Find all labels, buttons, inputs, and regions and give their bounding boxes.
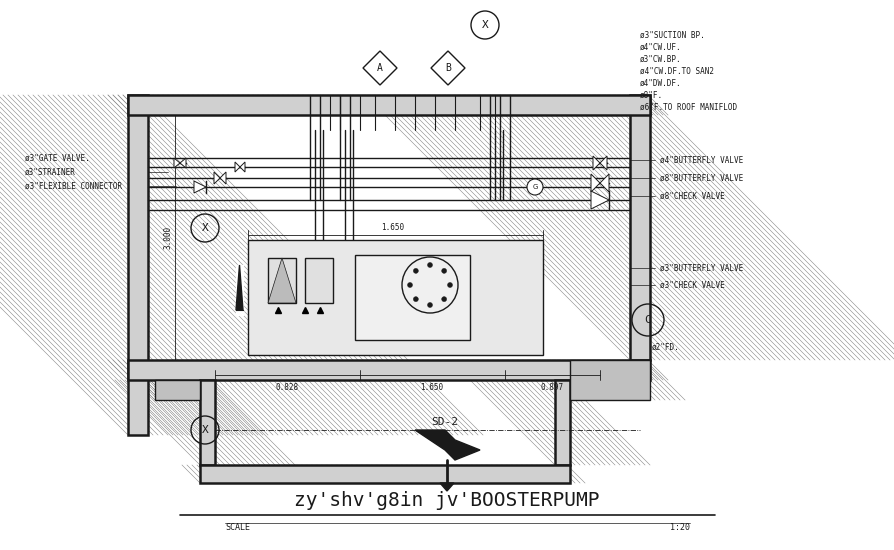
Text: 0.828: 0.828 — [275, 382, 299, 392]
Circle shape — [413, 296, 418, 301]
Polygon shape — [236, 265, 243, 315]
Text: ø8"BUTTERFLY VALVE: ø8"BUTTERFLY VALVE — [660, 173, 743, 183]
Circle shape — [442, 268, 447, 273]
Text: SD-2: SD-2 — [432, 417, 459, 427]
Bar — [148, 115, 630, 360]
Circle shape — [442, 296, 447, 301]
Text: ø3"CW.BP.: ø3"CW.BP. — [640, 54, 681, 63]
Text: ø8"F.: ø8"F. — [640, 91, 663, 100]
Text: X: X — [202, 223, 208, 233]
Text: SCALE: SCALE — [225, 522, 250, 531]
Polygon shape — [591, 191, 609, 209]
Polygon shape — [180, 158, 186, 168]
Text: ø2"FD.: ø2"FD. — [652, 343, 679, 351]
Circle shape — [427, 262, 433, 267]
Text: ø3"FLEXIBLE CONNECTOR: ø3"FLEXIBLE CONNECTOR — [25, 182, 122, 190]
Polygon shape — [235, 162, 240, 172]
Text: ø3"CHECK VALVE: ø3"CHECK VALVE — [660, 280, 725, 289]
Polygon shape — [600, 156, 607, 170]
Text: 3.000: 3.000 — [164, 226, 173, 249]
Text: ø8"CHECK VALVE: ø8"CHECK VALVE — [660, 191, 725, 201]
Polygon shape — [240, 162, 245, 172]
Text: ø4"BUTTERFLY VALVE: ø4"BUTTERFLY VALVE — [660, 156, 743, 164]
Polygon shape — [268, 258, 296, 303]
Bar — [200, 465, 570, 483]
Polygon shape — [591, 174, 600, 192]
Text: X: X — [202, 425, 208, 435]
Bar — [570, 360, 650, 400]
Bar — [248, 240, 543, 355]
Text: X: X — [482, 20, 488, 30]
Text: ø3"GATE VALVE.: ø3"GATE VALVE. — [25, 153, 89, 162]
Text: SNP-2: SNP-2 — [384, 295, 407, 305]
Text: 1:20: 1:20 — [670, 522, 690, 531]
Circle shape — [408, 283, 412, 288]
Bar — [128, 95, 148, 435]
Bar — [268, 258, 296, 303]
Text: ø3"SUCTION BP.: ø3"SUCTION BP. — [640, 30, 704, 40]
Polygon shape — [220, 172, 226, 184]
Circle shape — [427, 302, 433, 307]
Text: ø6"F.TO ROOF MANIFLOD: ø6"F.TO ROOF MANIFLOD — [640, 102, 738, 112]
Polygon shape — [415, 430, 480, 460]
Polygon shape — [174, 158, 180, 168]
Bar — [555, 380, 570, 465]
Circle shape — [413, 268, 418, 273]
Bar — [155, 380, 200, 400]
Text: 0.897: 0.897 — [541, 382, 563, 392]
Text: ø4"DW.DF.: ø4"DW.DF. — [640, 79, 681, 87]
Bar — [128, 360, 650, 380]
Text: ø4"CW.UF.: ø4"CW.UF. — [640, 42, 681, 52]
Bar — [128, 95, 650, 115]
Polygon shape — [600, 174, 609, 192]
Circle shape — [448, 283, 452, 288]
Polygon shape — [440, 483, 454, 491]
Bar — [305, 258, 333, 303]
Circle shape — [527, 179, 543, 195]
Bar — [355, 255, 470, 340]
Text: zy'shv'g8in jv'BOOSTERPUMP: zy'shv'g8in jv'BOOSTERPUMP — [294, 491, 600, 510]
Text: C: C — [645, 315, 652, 325]
Text: ø3"BUTTERFLY VALVE: ø3"BUTTERFLY VALVE — [660, 263, 743, 272]
Text: A: A — [377, 63, 383, 73]
Text: B: B — [445, 63, 451, 73]
Text: ø4"CW.DF.TO SAN2: ø4"CW.DF.TO SAN2 — [640, 67, 714, 75]
Text: G: G — [532, 184, 537, 190]
Text: 1.650: 1.650 — [420, 382, 443, 392]
Bar — [630, 95, 650, 360]
Text: ø3"STRAINER: ø3"STRAINER — [25, 168, 76, 177]
Text: 1.650: 1.650 — [382, 223, 405, 233]
Polygon shape — [214, 172, 220, 184]
Polygon shape — [593, 156, 600, 170]
Bar — [200, 380, 215, 465]
Polygon shape — [194, 181, 206, 193]
Polygon shape — [236, 265, 243, 310]
